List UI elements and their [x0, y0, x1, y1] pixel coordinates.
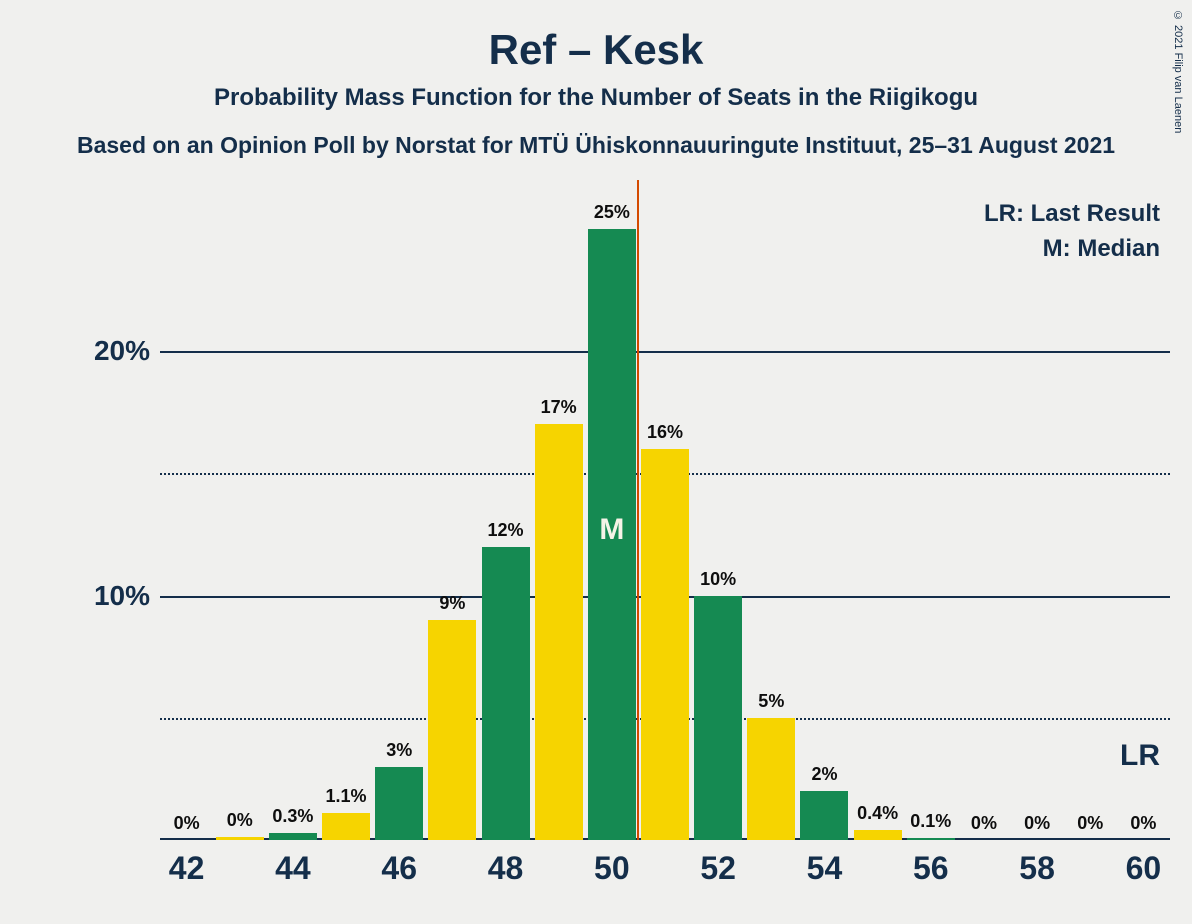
bar: [535, 424, 583, 840]
chart-title: Ref – Kesk: [0, 0, 1192, 74]
bar: [907, 838, 955, 840]
x-axis-label: 46: [381, 850, 417, 887]
bar-value-label: 16%: [647, 422, 683, 443]
bar-value-label: 25%: [594, 202, 630, 223]
bar-value-label: 5%: [758, 691, 784, 712]
bar-value-label: 1.1%: [326, 786, 367, 807]
bar: [800, 791, 848, 840]
chart-subtitle: Probability Mass Function for the Number…: [0, 84, 1192, 112]
bar: [747, 718, 795, 840]
bar-value-label: 0%: [174, 813, 200, 834]
x-axis-label: 44: [275, 850, 311, 887]
copyright-text: © 2021 Filip van Laenen: [1172, 10, 1184, 133]
x-axis-label: 42: [169, 850, 205, 887]
bar-value-label: 0%: [1077, 813, 1103, 834]
legend-lr: LR: Last Result: [984, 200, 1160, 228]
x-axis-label: 56: [913, 850, 949, 887]
bar: [482, 547, 530, 840]
bar: [375, 767, 423, 840]
bar-value-label: 0.1%: [910, 811, 951, 832]
bar: [322, 813, 370, 840]
y-axis-label: 20%: [94, 335, 150, 367]
bar: [854, 830, 902, 840]
median-marker: M: [599, 513, 624, 547]
x-axis-label: 52: [700, 850, 736, 887]
bar-value-label: 9%: [439, 593, 465, 614]
legend-m: M: Median: [1043, 235, 1160, 263]
bar: [641, 449, 689, 840]
gridline-major: [160, 351, 1170, 353]
x-axis-label: 50: [594, 850, 630, 887]
x-axis-label: 54: [807, 850, 843, 887]
y-axis-label: 10%: [94, 580, 150, 612]
bar-value-label: 3%: [386, 740, 412, 761]
median-line: [637, 180, 639, 840]
bar-value-label: 12%: [488, 520, 524, 541]
x-axis-label: 60: [1126, 850, 1162, 887]
x-axis-label: 58: [1019, 850, 1055, 887]
chart-area: 10%20%0%0%0.3%1.1%3%9%12%17%25%16%10%5%2…: [160, 180, 1170, 840]
bar: [269, 833, 317, 840]
bar: [428, 620, 476, 840]
chart-plot: 10%20%0%0%0.3%1.1%3%9%12%17%25%16%10%5%2…: [160, 180, 1170, 840]
lr-marker: LR: [1120, 739, 1160, 773]
bar-value-label: 0%: [971, 813, 997, 834]
bar-value-label: 0.4%: [857, 803, 898, 824]
bar-value-label: 0%: [1024, 813, 1050, 834]
bar-value-label: 10%: [700, 569, 736, 590]
bar-value-label: 0%: [1130, 813, 1156, 834]
bar-value-label: 2%: [811, 764, 837, 785]
bar-value-label: 0%: [227, 810, 253, 831]
x-axis-label: 48: [488, 850, 524, 887]
bar-value-label: 17%: [541, 397, 577, 418]
chart-source: Based on an Opinion Poll by Norstat for …: [0, 132, 1192, 159]
bar-value-label: 0.3%: [272, 806, 313, 827]
bar: [694, 596, 742, 840]
bar: [216, 837, 264, 840]
